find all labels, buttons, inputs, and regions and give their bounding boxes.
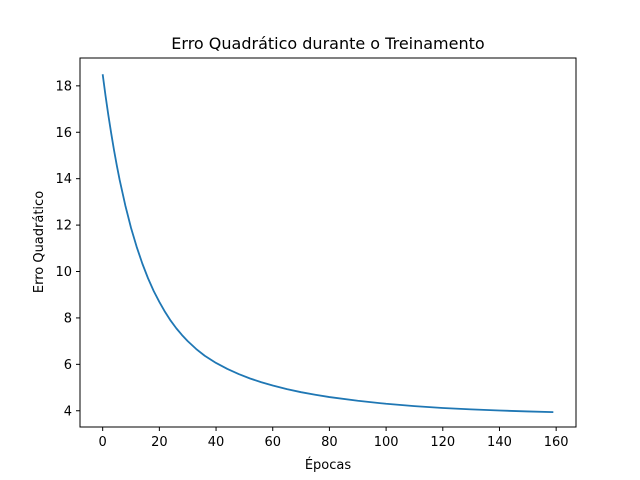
y-axis: 4 6 8 10 12 14 16 18 [55,79,80,419]
y-tick-label: 4 [64,404,72,419]
y-tick-label: 16 [55,126,72,141]
x-tick-label: 20 [151,435,168,450]
chart-title: Erro Quadrático durante o Treinamento [171,34,484,53]
y-tick-label: 12 [55,219,72,234]
x-tick-label: 80 [321,435,338,450]
series-line-0 [101,74,554,414]
x-axis: 0 20 40 60 80 100 120 140 160 [99,427,569,450]
y-tick-label: 14 [55,172,72,187]
y-axis-label: Erro Quadrático [32,191,47,293]
y-tick-label: 10 [55,265,72,280]
x-tick-label: 160 [544,435,569,450]
x-tick-label: 120 [430,435,455,450]
x-axis-label: Épocas [305,457,352,473]
plot-area [101,74,554,414]
x-tick-label: 140 [487,435,512,450]
x-tick-label: 100 [374,435,399,450]
plot-frame [79,57,577,428]
x-tick-label: 40 [208,435,225,450]
y-tick-label: 6 [64,358,72,373]
x-tick-label: 60 [264,435,281,450]
y-tick-label: 8 [64,311,72,326]
x-tick-label: 0 [99,435,107,450]
y-tick-label: 18 [55,79,72,94]
